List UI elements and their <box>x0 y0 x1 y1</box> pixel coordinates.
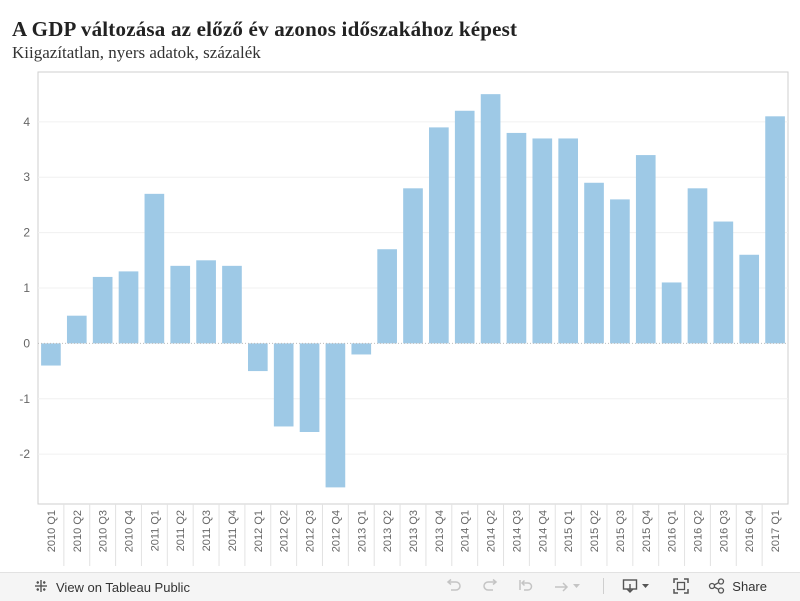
bar <box>454 110 475 344</box>
bar <box>377 249 397 344</box>
x-tick-label: 2010 Q3 <box>98 510 110 552</box>
toolbar-divider <box>603 578 605 594</box>
y-tick-label: 0 <box>23 336 30 350</box>
x-tick-label: 2011 Q4 <box>227 510 239 551</box>
bar <box>273 343 294 427</box>
bar <box>610 199 630 344</box>
bar <box>429 127 449 344</box>
x-tick-label: 2014 Q2 <box>486 510 498 552</box>
x-tick-label: 2016 Q3 <box>718 510 730 552</box>
x-tick-label: 2010 Q4 <box>124 510 136 552</box>
y-tick-label: 1 <box>23 281 30 295</box>
view-on-tableau-link[interactable]: View on Tableau Public <box>33 578 190 597</box>
x-tick-label: 2013 Q3 <box>408 510 420 552</box>
revert-icon[interactable] <box>517 578 535 594</box>
bar <box>222 265 242 344</box>
x-tick-label: 2015 Q4 <box>641 510 653 552</box>
tableau-toolbar: View on Tableau Public Share <box>0 572 800 601</box>
bar <box>584 182 604 344</box>
bar <box>325 343 346 488</box>
x-tick-label: 2015 Q3 <box>615 510 627 552</box>
bar <box>144 193 165 344</box>
bar <box>196 260 216 344</box>
x-tick-label: 2016 Q1 <box>667 510 679 552</box>
x-tick-label: 2015 Q2 <box>589 510 601 552</box>
x-tick-label: 2011 Q2 <box>175 510 187 551</box>
bar <box>66 315 87 344</box>
x-tick-label: 2012 Q3 <box>305 510 317 552</box>
view-on-tableau-label: View on Tableau Public <box>56 580 190 595</box>
bar <box>480 94 501 344</box>
share-button[interactable]: Share <box>708 578 767 594</box>
share-label: Share <box>732 578 767 594</box>
share-icon <box>709 578 725 594</box>
y-tick-label: -1 <box>19 392 30 406</box>
bar <box>739 254 760 344</box>
chart-subtitle: Kiigazítatlan, nyers adatok, százalék <box>12 43 261 62</box>
chart-title: A GDP változása az előző év azonos idősz… <box>12 17 518 41</box>
x-tick-label: 2013 Q2 <box>382 510 394 552</box>
x-tick-label: 2014 Q3 <box>511 510 523 552</box>
x-tick-label: 2012 Q4 <box>330 510 342 552</box>
bar <box>687 188 708 344</box>
x-tick-label: 2013 Q4 <box>434 510 446 552</box>
x-tick-label: 2012 Q2 <box>279 510 291 552</box>
bar <box>403 188 423 344</box>
redo-icon[interactable] <box>481 578 499 594</box>
x-tick-label: 2016 Q4 <box>744 510 756 552</box>
download-icon[interactable] <box>622 578 654 594</box>
x-tick-label: 2017 Q1 <box>770 510 782 552</box>
refresh-icon[interactable] <box>553 578 583 594</box>
x-tick-label: 2012 Q1 <box>253 510 265 552</box>
bar <box>532 138 553 344</box>
bar <box>506 132 527 344</box>
bar <box>661 282 682 344</box>
x-tick-label: 2015 Q1 <box>563 510 575 552</box>
tableau-logo-icon <box>33 578 49 597</box>
bar <box>635 155 656 344</box>
bar <box>713 221 734 344</box>
undo-icon[interactable] <box>445 578 463 594</box>
bar <box>299 343 320 432</box>
bar <box>351 343 372 355</box>
x-tick-label: 2010 Q2 <box>72 510 84 552</box>
x-tick-label: 2014 Q4 <box>537 510 549 552</box>
x-tick-label: 2016 Q2 <box>692 510 704 552</box>
x-tick-label: 2013 Q1 <box>356 510 368 552</box>
x-tick-label: 2010 Q1 <box>46 510 58 552</box>
bar <box>170 265 191 344</box>
y-tick-label: 4 <box>23 115 30 129</box>
y-tick-label: -2 <box>19 447 30 461</box>
x-tick-label: 2014 Q1 <box>460 510 472 552</box>
bar <box>558 138 578 344</box>
bar <box>118 271 139 344</box>
bar-chart: -2 -1 0 1 2 3 4 2010 Q1 2010 Q2 2010 Q3 2010 Q4 201… <box>19 71 789 566</box>
bar <box>248 343 268 372</box>
fullscreen-icon[interactable] <box>672 577 690 595</box>
bar <box>41 343 61 366</box>
y-tick-label: 2 <box>23 226 30 240</box>
y-tick-label: 3 <box>23 170 30 184</box>
x-tick-label: 2011 Q1 <box>149 510 161 551</box>
x-tick-label: 2011 Q3 <box>201 510 213 551</box>
bar <box>765 116 785 344</box>
bar <box>92 276 113 344</box>
